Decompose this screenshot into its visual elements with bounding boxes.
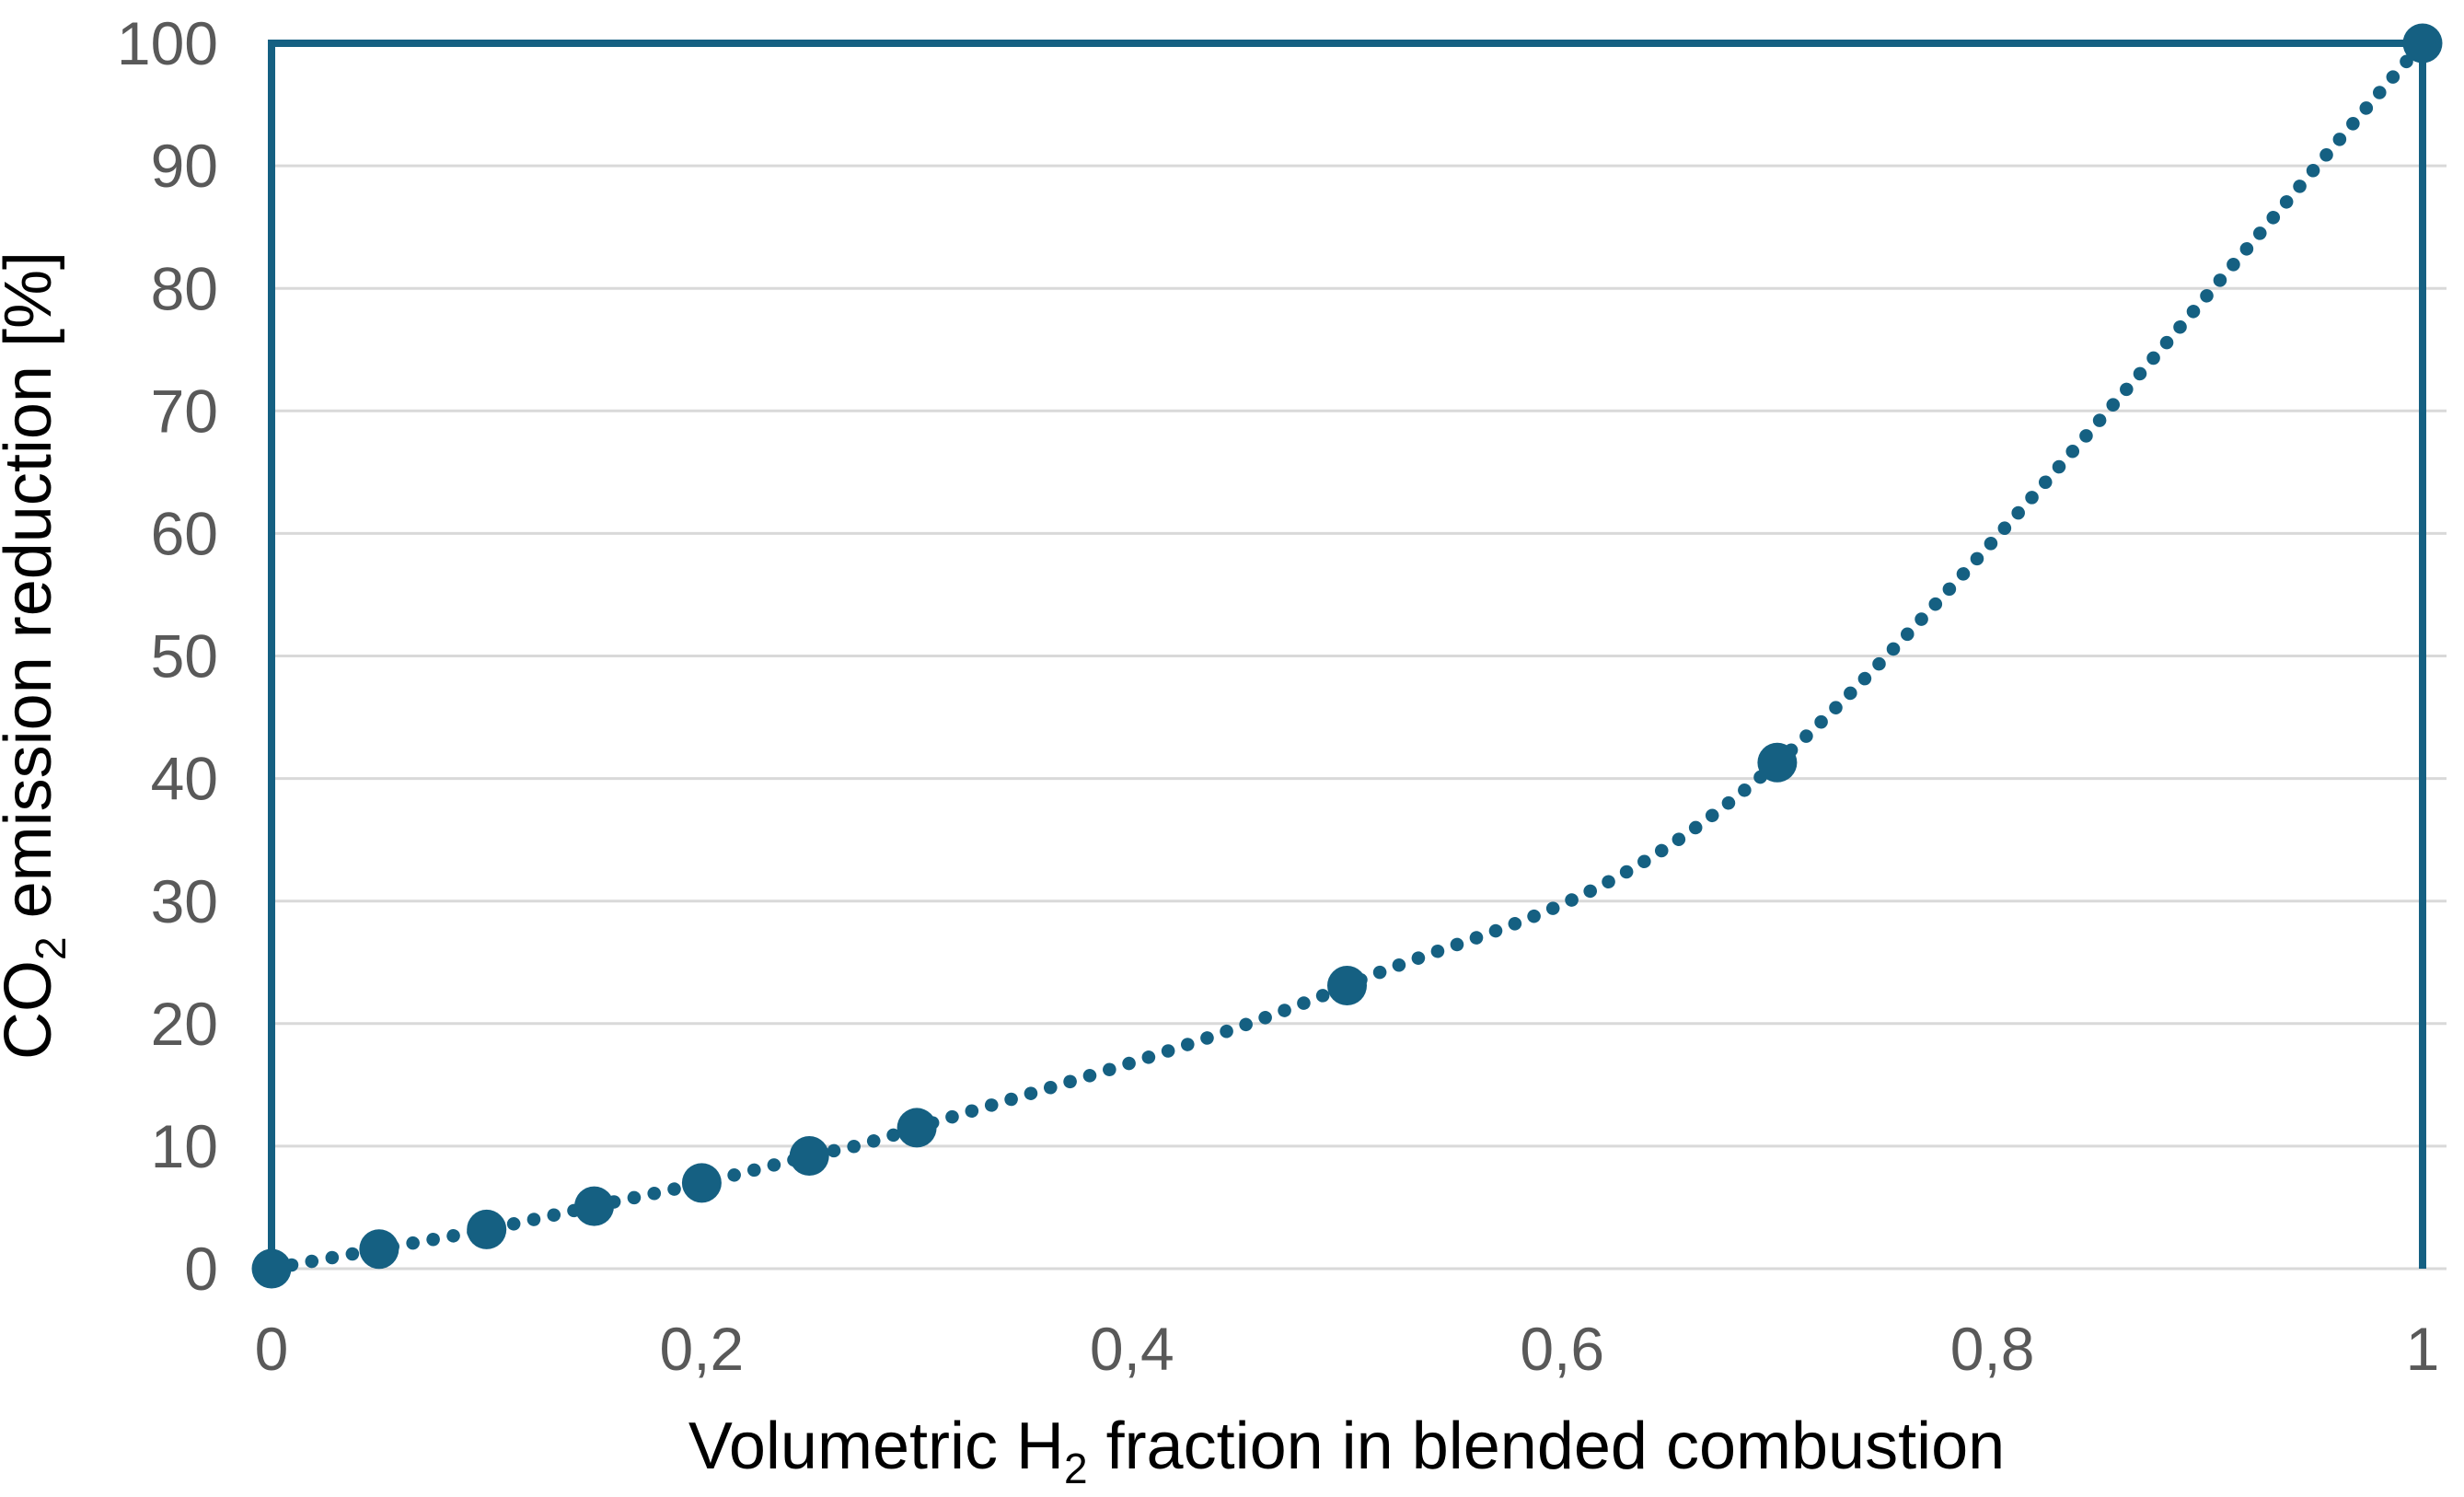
- subscript: 2: [1064, 1445, 1088, 1492]
- y-tick-label: 80: [151, 254, 218, 322]
- y-tick-label: 20: [151, 990, 218, 1058]
- data-point-marker: [2402, 23, 2443, 64]
- y-tick-labels: 0 10 20 30 40 50 60 70 80 90 100: [117, 9, 218, 1303]
- y-axis-title: CO2 emission reduction [%]: [0, 251, 75, 1060]
- x-tick-label: 1: [2406, 1315, 2440, 1383]
- data-point-marker: [897, 1108, 937, 1148]
- title-text: fraction in blended combustion: [1088, 1410, 2006, 1483]
- title-text: CO: [0, 960, 65, 1060]
- x-tick-label: 0: [255, 1315, 289, 1383]
- plot-frame: [268, 40, 2426, 1271]
- y-tick-label: 40: [151, 745, 218, 813]
- x-tick-label: 0,4: [1090, 1315, 1174, 1383]
- x-tick-label: 0,2: [660, 1315, 745, 1383]
- y-tick-label: 70: [151, 377, 218, 445]
- y-tick-label: 30: [151, 867, 218, 935]
- y-tick-label: 90: [151, 132, 218, 200]
- y-tick-label: 100: [117, 9, 218, 77]
- x-tick-labels: 0 0,2 0,4 0,6 0,8 1: [255, 1315, 2440, 1383]
- y-tick-label: 50: [151, 622, 218, 690]
- x-tick-label: 0,8: [1950, 1315, 2035, 1383]
- data-point-marker: [789, 1136, 829, 1177]
- data-point-marker: [251, 1248, 292, 1289]
- data-point-marker: [574, 1186, 615, 1226]
- data-point-marker: [467, 1209, 507, 1249]
- data-point-marker: [359, 1229, 399, 1270]
- y-tick-label: 0: [184, 1235, 218, 1303]
- title-text: Volumetric H: [688, 1410, 1064, 1483]
- series-markers: [251, 23, 2443, 1289]
- y-tick-label: 10: [151, 1112, 218, 1180]
- data-point-marker: [1327, 966, 1367, 1006]
- data-point-marker: [1757, 742, 1798, 783]
- gridlines: [272, 164, 2447, 1271]
- title-text: emission reduction [%]: [0, 251, 65, 936]
- subscript: 2: [27, 936, 75, 960]
- y-tick-label: 60: [151, 500, 218, 568]
- data-point-marker: [681, 1163, 722, 1203]
- x-tick-label: 0,6: [1520, 1315, 1604, 1383]
- x-axis-title: Volumetric H2 fraction in blended combus…: [688, 1410, 2005, 1492]
